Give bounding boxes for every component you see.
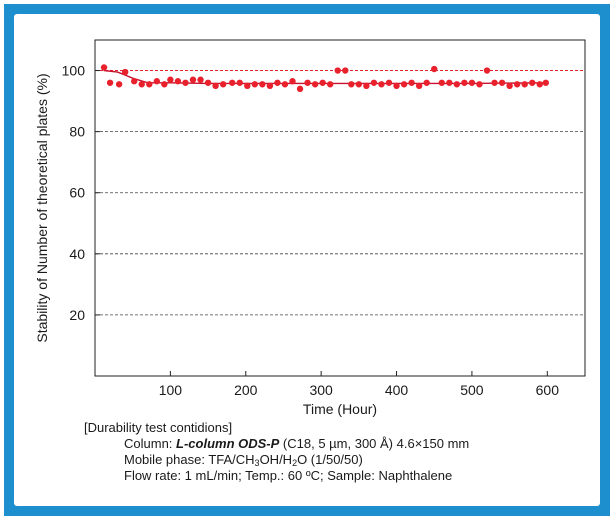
data-point (189, 76, 197, 83)
data-point (251, 81, 259, 88)
data-point (400, 81, 408, 88)
data-point (236, 79, 243, 86)
data-point (342, 67, 349, 74)
data-point (121, 68, 129, 76)
column-label: Column: (124, 436, 177, 451)
data-point (506, 82, 513, 90)
chart-svg: 20 40 60 80 100 100 200 300 400 500 600 Time (Hour… (34, 39, 586, 417)
data-point (513, 81, 521, 88)
grid-layer (95, 70, 585, 316)
mobile-phase-sub2: 2 (292, 458, 298, 468)
test-conditions: [Durability test contidions] Column: L-c… (84, 420, 469, 484)
data-point (304, 79, 311, 86)
data-point (311, 81, 319, 88)
data-point (281, 81, 289, 88)
content-panel (14, 14, 600, 506)
data-point (100, 64, 108, 71)
data-point (259, 81, 266, 88)
data-point (115, 81, 123, 88)
data-point (536, 81, 543, 88)
data-point (542, 79, 549, 86)
data-point (146, 81, 153, 88)
plot-area-frame (94, 39, 586, 377)
conditions-heading: [Durability test contidions] (84, 420, 233, 435)
data-point (182, 79, 189, 86)
data-point (491, 79, 498, 86)
data-point (498, 79, 506, 86)
data-point (521, 81, 528, 88)
data-point (378, 81, 385, 88)
data-point (229, 79, 236, 86)
data-point (204, 79, 212, 86)
data-point (453, 81, 461, 88)
tick-layer: 20 40 60 80 100 100 200 300 400 500 600 (62, 63, 560, 398)
column-name: L-column ODS-P (176, 436, 280, 451)
data-point (197, 76, 204, 83)
y-axis-label: Stability of Number of theoretical plate… (34, 73, 50, 342)
mobile-phase-line: Mobile phase: TFA/CH3OH/H2O (1/50/50) (84, 452, 469, 468)
data-point (327, 81, 334, 88)
data-point (476, 81, 483, 88)
data-point (106, 79, 114, 86)
data-point (319, 79, 326, 86)
x-tick-label: 600 (536, 382, 560, 398)
data-point (274, 79, 281, 86)
data-point (446, 79, 453, 86)
data-point (415, 82, 423, 90)
data-point (219, 81, 227, 88)
data-point (266, 82, 274, 90)
x-tick-label: 400 (385, 382, 409, 398)
x-tick-label: 300 (309, 382, 333, 398)
y-tick-label: 100 (62, 63, 86, 79)
column-detail: (C18, 5 µm, 300 Å) 4.6×150 mm (279, 436, 470, 451)
data-point (423, 79, 430, 86)
data-point (431, 65, 438, 73)
data-point (408, 79, 415, 86)
x-tick-label: 500 (460, 382, 484, 398)
data-point (370, 79, 378, 86)
x-tick-label: 100 (159, 382, 183, 398)
mobile-phase-sub1: 3 (254, 458, 260, 468)
data-point (385, 79, 393, 86)
data-point (529, 79, 536, 86)
y-tick-label: 20 (69, 307, 85, 323)
y-tick-label: 40 (69, 246, 85, 262)
mobile-phase-prefix: Mobile phase: TFA/CH (124, 452, 255, 467)
data-point (393, 82, 400, 90)
data-point (212, 82, 219, 90)
data-point (161, 81, 168, 88)
data-point (153, 78, 161, 85)
y-tick-label: 80 (69, 124, 85, 140)
data-point (461, 79, 468, 86)
data-point (363, 82, 370, 90)
data-point (468, 79, 476, 86)
data-point (138, 81, 145, 88)
data-point (483, 67, 491, 74)
data-point (438, 79, 445, 86)
x-tick-label: 200 (234, 382, 258, 398)
data-point (289, 78, 296, 85)
point-layer (100, 64, 549, 93)
x-axis-label: Time (Hour) (303, 401, 377, 417)
column-line: Column: L-column ODS-P (C18, 5 µm, 300 Å… (84, 436, 469, 452)
mobile-phase-suffix: O (1/50/50) (297, 452, 363, 467)
data-point (296, 85, 304, 93)
blue-frame (4, 4, 610, 516)
data-point (334, 67, 341, 74)
data-point (244, 82, 251, 90)
data-point (348, 81, 355, 88)
y-tick-label: 60 (69, 185, 85, 201)
data-point (174, 78, 182, 85)
data-point (355, 81, 363, 88)
flow-conditions-line: Flow rate: 1 mL/min; Temp.: 60 ºC; Sampl… (124, 468, 453, 483)
data-point (167, 76, 174, 83)
data-point (131, 78, 138, 85)
mobile-phase-mid: OH/H (259, 452, 293, 467)
